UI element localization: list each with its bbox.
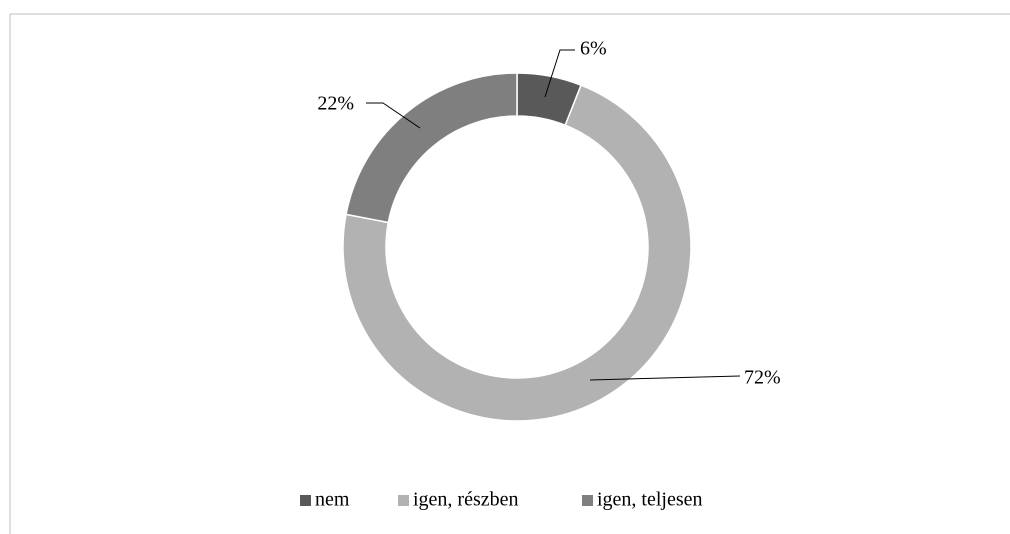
data-label: 72% [744,367,781,389]
legend-swatch [582,495,593,506]
leader-line [544,49,575,98]
data-label: 22% [317,93,354,115]
leader-line [589,375,741,381]
legend-label: igen, teljesen [597,489,703,511]
legend-swatch [300,495,311,506]
leader-line [366,102,421,129]
legend-label: igen, részben [413,489,519,511]
legend-swatch [398,495,409,506]
legend-label: nem [315,489,350,511]
data-label: 6% [580,38,607,60]
donut-slice [345,72,518,224]
donut-slice [342,84,692,422]
